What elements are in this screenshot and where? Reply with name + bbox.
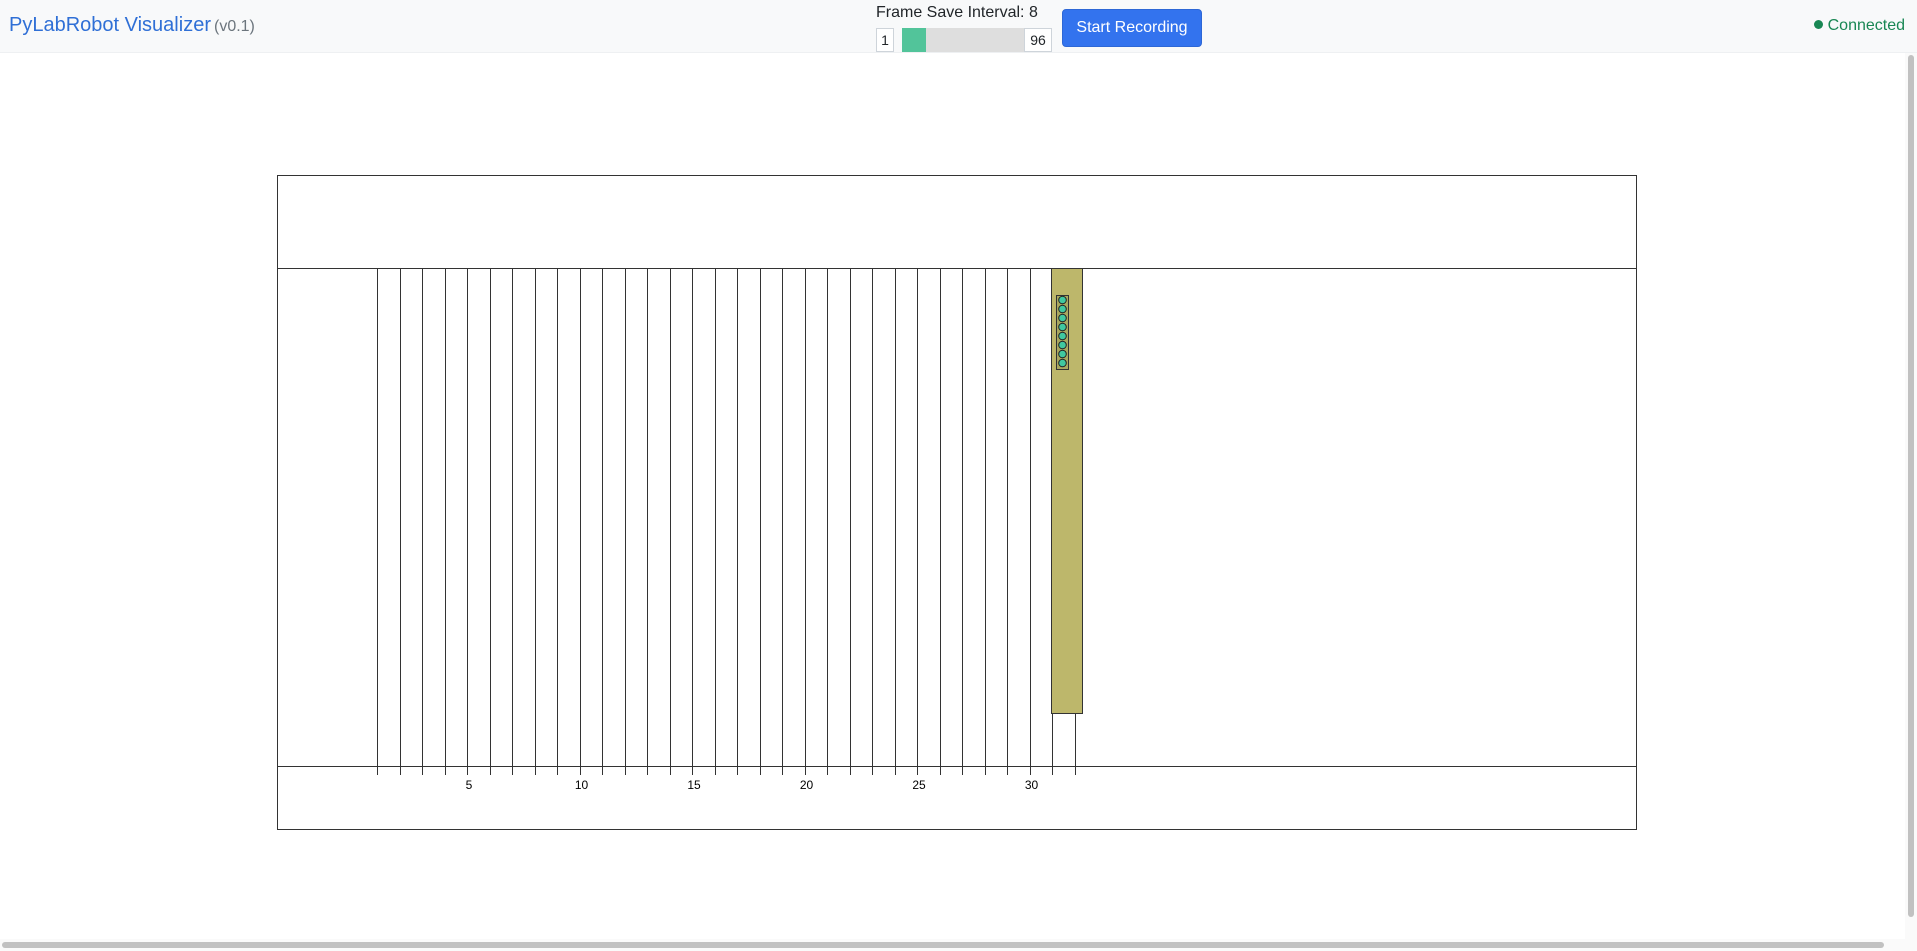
- frame-interval-control: Frame Save Interval: 8 1 96: [876, 4, 1054, 52]
- rail-label: 10: [575, 778, 589, 792]
- tips: [1058, 295, 1067, 368]
- rail-label: 25: [912, 778, 926, 792]
- horizontal-scrollbar[interactable]: [0, 939, 1917, 951]
- horizontal-scroll-thumb[interactable]: [2, 942, 1884, 948]
- slider-fill: [902, 28, 927, 52]
- deck-outer-frame: [277, 175, 1637, 830]
- frame-interval-label: Frame Save Interval: 8: [876, 4, 1038, 22]
- tip-4[interactable]: [1058, 322, 1067, 332]
- deck-canvas[interactable]: 5 10 15 20 25 30: [0, 53, 1905, 939]
- connection-status: Connected: [1813, 17, 1905, 35]
- rail-labels: 5 10 15 20 25 30: [466, 778, 1039, 792]
- vertical-scrollbar[interactable]: [1905, 53, 1917, 939]
- tip-5[interactable]: [1058, 331, 1067, 341]
- tip-8[interactable]: [1058, 358, 1067, 368]
- rail-label: 20: [800, 778, 814, 792]
- tip-1[interactable]: [1058, 295, 1067, 305]
- frame-interval-text: Frame Save Interval:: [876, 4, 1025, 21]
- rail-label: 30: [1025, 778, 1039, 792]
- app-title: PyLabRobot Visualizer: [9, 14, 211, 36]
- tip-7[interactable]: [1058, 349, 1067, 359]
- slider-max-label: 96: [1024, 28, 1052, 52]
- vertical-scroll-thumb[interactable]: [1908, 55, 1914, 917]
- rail-label: 15: [687, 778, 701, 792]
- slider-min-label: 1: [876, 28, 894, 52]
- start-recording-button[interactable]: Start Recording: [1062, 9, 1202, 47]
- rail-label: 5: [466, 778, 473, 792]
- tip-6[interactable]: [1058, 340, 1067, 350]
- app-version: (v0.1): [213, 18, 255, 35]
- status-dot-icon: [1813, 20, 1823, 29]
- navbar: PyLabRobot Visualizer (v0.1) Frame Save I…: [0, 0, 1917, 53]
- tip-3[interactable]: [1058, 313, 1067, 323]
- frame-interval-value: 8: [1028, 4, 1038, 21]
- brand[interactable]: PyLabRobot Visualizer (v0.1): [9, 14, 255, 37]
- connection-status-text: Connected: [1827, 17, 1905, 34]
- tip-2[interactable]: [1058, 304, 1067, 314]
- deck-rails: [377, 268, 1076, 775]
- frame-interval-slider[interactable]: [902, 28, 1024, 52]
